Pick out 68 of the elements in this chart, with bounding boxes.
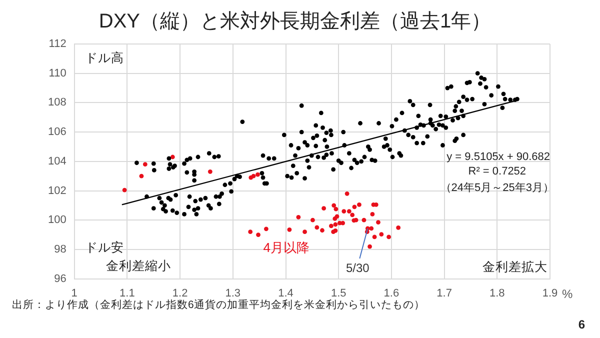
point bbox=[334, 206, 338, 212]
y-tick-label: 108 bbox=[48, 96, 66, 109]
point bbox=[208, 169, 212, 174]
point bbox=[287, 227, 292, 232]
point bbox=[396, 226, 401, 230]
y-tick-label: 112 bbox=[48, 38, 66, 50]
series-label: 4月以降 bbox=[263, 240, 310, 256]
point bbox=[346, 209, 352, 214]
point bbox=[320, 228, 324, 233]
point bbox=[357, 202, 362, 207]
x-axis-title: % bbox=[562, 287, 573, 302]
point bbox=[329, 224, 334, 228]
point bbox=[344, 191, 350, 196]
point bbox=[122, 188, 127, 192]
x-tick-label: 1.9 bbox=[542, 287, 558, 300]
y-tick-label: 102 bbox=[48, 184, 66, 197]
annotation: ドル安 bbox=[84, 239, 124, 254]
point bbox=[322, 206, 326, 211]
point bbox=[310, 218, 315, 222]
point bbox=[256, 172, 260, 177]
text: 6 bbox=[578, 317, 586, 332]
annotation: 5/30 bbox=[346, 260, 370, 275]
x-tick-label: 1.8 bbox=[490, 287, 505, 300]
annotation: ドル高 bbox=[84, 50, 124, 66]
point bbox=[342, 209, 346, 214]
point bbox=[372, 234, 377, 240]
point bbox=[296, 214, 301, 220]
point bbox=[376, 220, 380, 224]
point bbox=[302, 230, 307, 234]
point bbox=[362, 218, 366, 222]
point bbox=[333, 222, 338, 227]
annotation: 金利差縮小 bbox=[106, 258, 172, 273]
annotation: （24年5月～25年3月） bbox=[440, 182, 554, 194]
text: 出所：より作成（金利差はドル指数6通貨の加重平均金利を米金利から引いたもの） bbox=[12, 298, 425, 311]
point bbox=[386, 234, 392, 240]
y-tick-label: 106 bbox=[48, 126, 66, 138]
x-tick-label: 1.3 bbox=[225, 287, 241, 300]
x-tick-label: 1.6 bbox=[384, 287, 400, 300]
point bbox=[368, 244, 372, 249]
point bbox=[142, 162, 148, 167]
annotation: 金利差拡大 bbox=[482, 260, 548, 274]
chart-title: DXY（縦）と米対外長期金利差（過去1年） bbox=[98, 10, 492, 33]
annotation: y = 9.5105x + 90.682 bbox=[446, 151, 550, 164]
x-tick-label: 1 bbox=[71, 287, 78, 300]
point bbox=[139, 174, 144, 178]
point bbox=[248, 230, 253, 234]
x-tick-label: 1.5 bbox=[330, 287, 346, 300]
point bbox=[314, 225, 320, 230]
y-tick-label: 100 bbox=[48, 214, 66, 226]
point bbox=[379, 232, 384, 237]
point bbox=[170, 154, 175, 160]
y-tick-label: 96 bbox=[54, 272, 66, 285]
y-tick-label: 98 bbox=[54, 243, 66, 256]
point bbox=[370, 212, 375, 216]
x-tick-label: 1.1 bbox=[120, 287, 135, 300]
point bbox=[256, 232, 260, 237]
x-tick-label: 1.2 bbox=[172, 287, 188, 300]
point bbox=[352, 204, 357, 210]
x-tick-label: 1.7 bbox=[436, 287, 452, 300]
y-tick-label: 104 bbox=[48, 155, 66, 168]
y-tick-label: 110 bbox=[48, 67, 66, 80]
point bbox=[350, 212, 355, 218]
point bbox=[264, 226, 268, 232]
x-tick-label: 1.4 bbox=[278, 287, 294, 300]
annotation: R² = 0.7252 bbox=[468, 166, 526, 178]
point bbox=[337, 220, 342, 226]
point bbox=[251, 174, 256, 178]
point bbox=[332, 203, 336, 208]
